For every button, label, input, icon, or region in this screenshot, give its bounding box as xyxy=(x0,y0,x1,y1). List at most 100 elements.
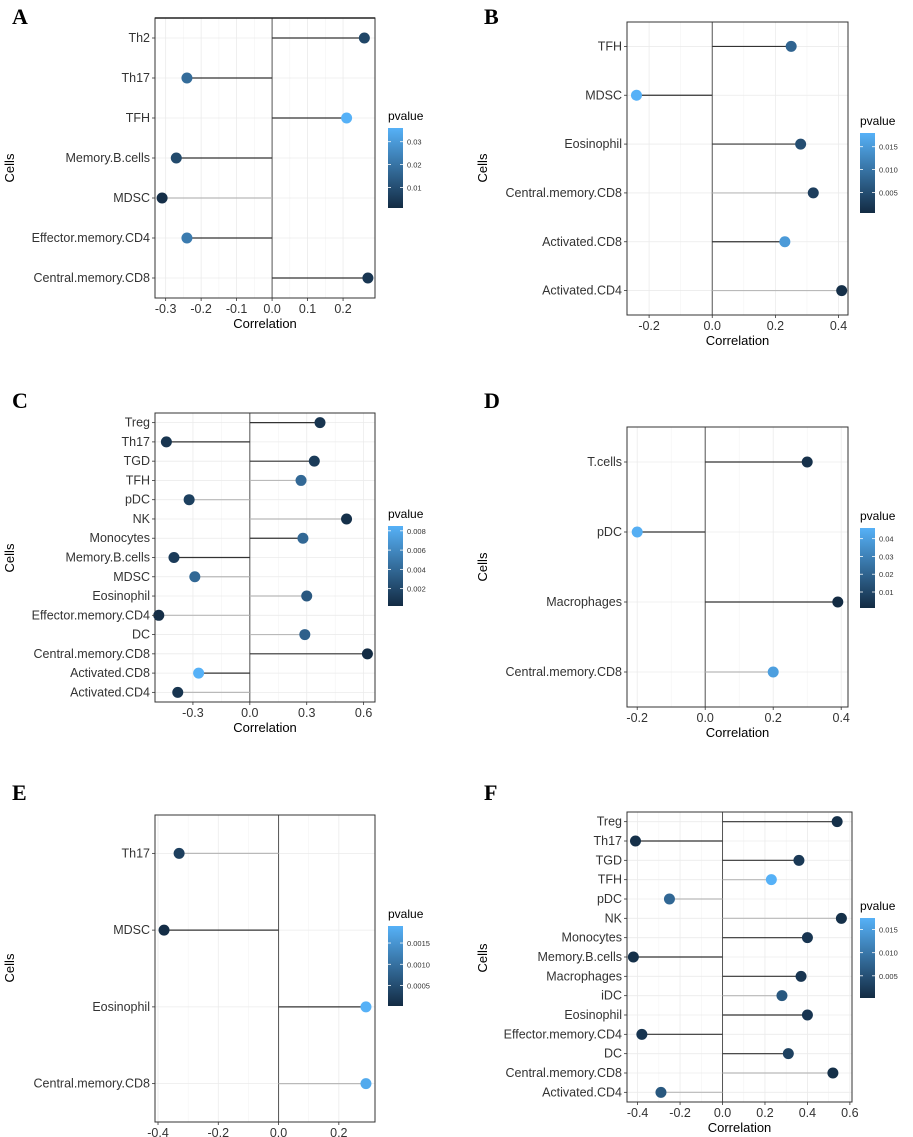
lollipop-point xyxy=(341,112,353,124)
y-tick-label: Activated.CD4 xyxy=(70,685,150,699)
lollipop-point xyxy=(301,590,313,602)
lollipop-point xyxy=(801,932,813,944)
lollipop-point xyxy=(158,924,170,936)
lollipop-point xyxy=(181,72,193,84)
x-axis-title: Correlation xyxy=(708,1120,772,1135)
x-tick-label: -0.2 xyxy=(190,302,212,316)
lollipop-point xyxy=(785,40,797,52)
y-tick-label: TGD xyxy=(124,454,150,468)
y-tick-label: TFH xyxy=(126,111,150,125)
lollipop-point xyxy=(765,874,777,886)
plot-area xyxy=(155,815,375,1122)
x-tick-label: 0.2 xyxy=(765,711,782,725)
x-tick-label: -0.2 xyxy=(638,319,660,333)
lollipop-point xyxy=(181,232,193,244)
legend-tick-label: 0.04 xyxy=(879,535,894,544)
lollipop-point xyxy=(361,648,373,660)
x-axis-title: Correlation xyxy=(233,720,297,735)
lollipop-point xyxy=(358,32,370,44)
x-tick-label: 0.0 xyxy=(270,1126,287,1137)
x-tick-label: 0.0 xyxy=(241,706,258,720)
legend-tick-label: 0.015 xyxy=(879,143,898,152)
lollipop-point xyxy=(630,89,642,101)
y-tick-label: Effector.memory.CD4 xyxy=(32,608,150,622)
lollipop-point xyxy=(156,192,168,204)
y-tick-label: Eosinophil xyxy=(92,589,150,603)
x-tick-label: 0.0 xyxy=(263,302,280,316)
legend-tick-label: 0.03 xyxy=(879,552,894,561)
panel-letter: B xyxy=(484,4,499,29)
legend-title: pvalue xyxy=(388,507,424,521)
panel-letter: E xyxy=(12,780,27,805)
x-tick-label: -0.4 xyxy=(627,1106,649,1120)
lollipop-point xyxy=(636,1028,648,1040)
panel-letter: D xyxy=(484,388,500,413)
y-tick-label: Eosinophil xyxy=(564,137,622,151)
y-tick-label: Activated.CD4 xyxy=(542,284,622,298)
legend-tick-label: 0.0010 xyxy=(407,960,430,969)
panel-border xyxy=(626,426,849,708)
x-tick-label: 0.2 xyxy=(767,319,784,333)
x-tick-label: 0.2 xyxy=(756,1106,773,1120)
y-tick-label: Th17 xyxy=(594,834,623,848)
x-tick-label: 0.0 xyxy=(704,319,721,333)
y-axis-title: Cells xyxy=(2,153,17,182)
lollipop-point xyxy=(189,571,201,583)
y-axis-title: Cells xyxy=(2,543,17,572)
x-tick-label: 0.1 xyxy=(299,302,316,316)
panel-letter: C xyxy=(12,388,28,413)
lollipop-point xyxy=(831,816,843,828)
x-tick-label: -0.2 xyxy=(669,1106,691,1120)
y-tick-label: Th17 xyxy=(122,71,151,85)
x-tick-label: 0.4 xyxy=(799,1106,816,1120)
panel-letter: F xyxy=(484,780,497,805)
y-tick-label: Eosinophil xyxy=(564,1008,622,1022)
lollipop-point xyxy=(193,667,205,679)
lollipop-point xyxy=(308,455,320,467)
y-tick-label: iDC xyxy=(601,989,622,1003)
lollipop-point xyxy=(183,494,195,506)
x-tick-label: 0.2 xyxy=(334,302,351,316)
lollipop-point xyxy=(360,1078,372,1090)
lollipop-point xyxy=(836,285,848,297)
lollipop-point xyxy=(767,666,779,678)
y-tick-label: DC xyxy=(604,1047,622,1061)
legend-colorbar xyxy=(388,926,403,1006)
panel-border xyxy=(626,21,849,316)
lollipop-point xyxy=(776,990,788,1002)
lollipop-point xyxy=(631,526,643,538)
x-tick-label: 0.2 xyxy=(330,1126,347,1137)
y-tick-label: Central.memory.CD8 xyxy=(34,647,151,661)
y-tick-label: MDSC xyxy=(113,570,150,584)
lollipop-point xyxy=(779,236,791,248)
lollipop-point xyxy=(801,1009,813,1021)
y-tick-label: Central.memory.CD8 xyxy=(34,271,151,285)
panel-border xyxy=(154,814,376,1123)
y-tick-label: Activated.CD4 xyxy=(542,1085,622,1099)
x-tick-label: -0.2 xyxy=(208,1126,230,1137)
y-tick-label: Th17 xyxy=(122,435,151,449)
y-tick-label: Monocytes xyxy=(90,531,150,545)
panel-a: A Th2 Th17 TFH Memory.B.cells MDSC Effector.me… xyxy=(2,4,424,331)
legend-title: pvalue xyxy=(388,109,424,123)
y-tick-label: Activated.CD8 xyxy=(70,666,150,680)
x-tick-label: -0.4 xyxy=(147,1126,169,1137)
legend-tick-label: 0.02 xyxy=(407,161,422,170)
y-tick-label: NK xyxy=(133,512,151,526)
y-tick-label: Central.memory.CD8 xyxy=(506,1066,623,1080)
y-tick-label: Macrophages xyxy=(546,595,622,609)
legend-colorbar xyxy=(388,526,403,606)
y-tick-label: Effector.memory.CD4 xyxy=(504,1027,622,1041)
x-axis-title: Correlation xyxy=(233,316,297,331)
panel-f: F Treg Th17 TGD TFH pDC NK Monocytes Memory.B.ce… xyxy=(475,780,898,1135)
lollipop-point xyxy=(172,686,184,698)
y-tick-label: T.cells xyxy=(587,455,622,469)
legend-colorbar xyxy=(860,133,875,213)
lollipop-point xyxy=(793,854,805,866)
legend-tick-label: 0.010 xyxy=(879,949,898,958)
y-tick-label: MDSC xyxy=(113,923,150,937)
legend-tick-label: 0.0015 xyxy=(407,939,430,948)
panel-d: D T.cells pDC Macrophages Central.memory.CD8… xyxy=(475,388,896,740)
x-tick-label: -0.3 xyxy=(155,302,177,316)
lollipop-point xyxy=(297,532,309,544)
